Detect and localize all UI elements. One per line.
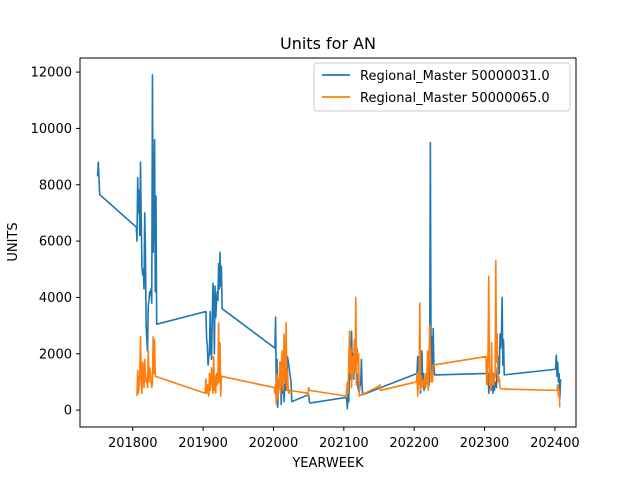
x-tick-label: 202000 <box>249 436 299 451</box>
x-axis-label: YEARWEEK <box>291 456 364 471</box>
y-tick-label: 8000 <box>39 178 72 193</box>
plot-area-frame <box>79 57 577 428</box>
legend: Regional_Master 50000031.0 Regional_Mast… <box>313 62 571 112</box>
series-line-2 <box>136 260 561 408</box>
x-tick-label: 201800 <box>108 436 158 451</box>
y-tick-label: 6000 <box>39 235 72 250</box>
y-tick-label: 0 <box>64 404 72 419</box>
x-tick-label: 202400 <box>530 436 580 451</box>
y-axis: 0 2000 4000 6000 8000 10000 12000 <box>31 66 80 419</box>
chart-title: Units for AN <box>280 34 376 53</box>
x-tick-label: 202200 <box>389 436 439 451</box>
x-tick-label: 202100 <box>319 436 369 451</box>
y-tick-label: 2000 <box>39 347 72 362</box>
x-axis: 201800 201900 202000 202100 202200 202300 2024… <box>108 427 580 451</box>
legend-box <box>313 62 571 112</box>
y-axis-label: UNITS <box>6 222 21 261</box>
series-lines <box>96 74 562 410</box>
x-tick-label: 201900 <box>178 436 228 451</box>
legend-label-series-1: Regional_Master 50000031.0 <box>360 69 550 84</box>
x-tick-label: 202300 <box>460 436 510 451</box>
y-tick-label: 10000 <box>31 122 72 137</box>
y-tick-label: 12000 <box>31 66 72 81</box>
legend-label-series-2: Regional_Master 50000065.0 <box>360 91 550 106</box>
y-tick-label: 4000 <box>39 291 72 306</box>
